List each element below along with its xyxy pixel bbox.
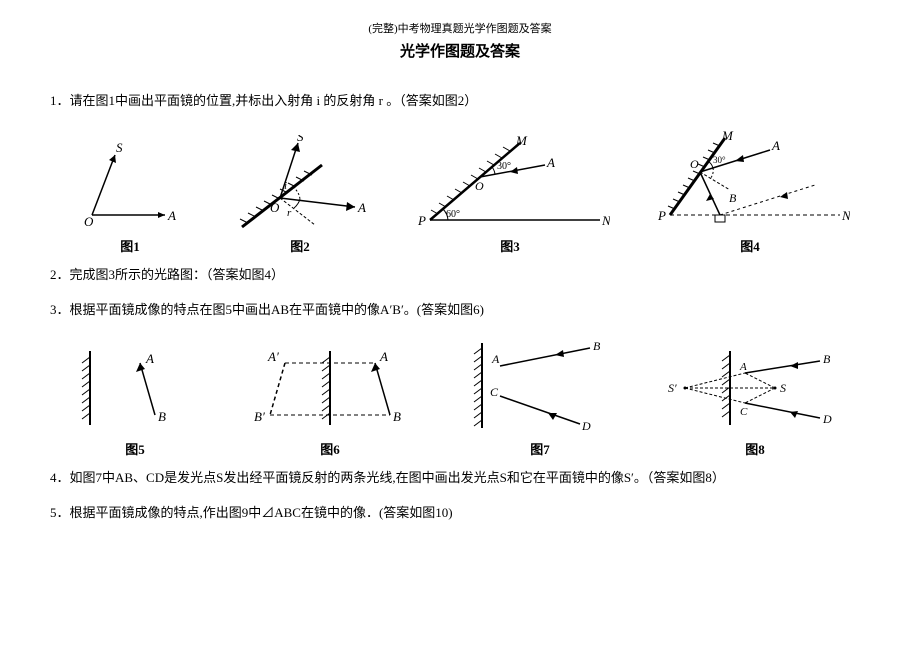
figure-2-svg: S O A i r <box>230 135 370 230</box>
label-B: B <box>393 409 401 424</box>
label-A: A <box>546 155 555 170</box>
label-P: P <box>417 213 426 228</box>
figure-1-label: 图1 <box>120 236 140 255</box>
label-i: i <box>284 180 287 192</box>
label-B: B <box>158 409 166 424</box>
question-5: 5．根据平面镜成像的特点,作出图9中⊿ABC在镜中的像．(答案如图10) <box>50 503 870 524</box>
label-Bp: B′ <box>254 409 265 424</box>
label-60: 60° <box>446 209 460 220</box>
figure-3-svg: M A O P N 30° 60° <box>410 135 610 230</box>
label-A: A <box>379 349 388 364</box>
label-A: A <box>491 352 500 366</box>
figures-row-1: S O A 图1 S <box>50 130 870 255</box>
label-O: O <box>690 157 699 171</box>
label-O: O <box>270 200 280 215</box>
question-3: 3．根据平面镜成像的特点在图5中画出AB在平面镜中的像A′B′。(答案如图6) <box>50 300 870 321</box>
label-O: O <box>84 214 94 229</box>
figure-2-label: 图2 <box>290 236 310 255</box>
figure-6: A B A′ B′ 图6 <box>240 343 420 458</box>
figure-4-svg: M A O B P N 30° <box>650 130 850 230</box>
figure-3: M A O P N 30° 60° 图3 <box>410 135 610 255</box>
label-C: C <box>740 406 748 418</box>
figure-8-svg: A B C D S S′ <box>660 343 850 433</box>
label-30: 30° <box>497 161 511 172</box>
label-B: B <box>729 191 737 205</box>
figure-7-svg: A B C D <box>460 338 620 433</box>
figure-5: A B 图5 <box>70 343 200 458</box>
figure-7: A B C D 图7 <box>460 338 620 458</box>
label-A: A <box>167 208 176 223</box>
label-S: S <box>297 135 304 144</box>
figure-4-label: 图4 <box>740 236 760 255</box>
label-S: S <box>116 140 123 155</box>
label-N: N <box>841 208 850 223</box>
figure-6-label: 图6 <box>320 439 340 458</box>
label-D: D <box>822 412 832 426</box>
label-M: M <box>721 130 734 143</box>
figure-4: M A O B P N 30° 图4 <box>650 130 850 255</box>
label-A: A <box>771 138 780 153</box>
question-4: 4．如图7中AB、CD是发光点S发出经平面镜反射的两条光线,在图中画出发光点S和… <box>50 468 870 489</box>
label-A: A <box>739 361 747 373</box>
label-B: B <box>823 352 831 366</box>
figure-1: S O A 图1 <box>70 140 190 255</box>
label-r: r <box>287 207 292 219</box>
header-small: (完整)中考物理真题光学作图题及答案 <box>50 20 870 36</box>
label-C: C <box>490 385 499 399</box>
label-S: S <box>780 381 786 395</box>
label-A: A <box>357 200 366 215</box>
question-2: 2．完成图3所示的光路图：（答案如图4） <box>50 265 870 286</box>
figure-7-label: 图7 <box>530 439 550 458</box>
figure-8: A B C D S S′ 图8 <box>660 343 850 458</box>
figure-5-svg: A B <box>70 343 200 433</box>
figure-2: S O A i r 图2 <box>230 135 370 255</box>
label-O: O <box>475 179 484 193</box>
figure-6-svg: A B A′ B′ <box>240 343 420 433</box>
label-Sp: S′ <box>668 381 677 395</box>
header-main: 光学作图题及答案 <box>50 40 870 61</box>
label-B: B <box>593 339 601 353</box>
figure-1-svg: S O A <box>70 140 190 230</box>
label-30: 30° <box>713 155 726 165</box>
label-M: M <box>515 135 528 148</box>
label-Ap: A′ <box>267 349 279 364</box>
label-D: D <box>581 419 591 433</box>
question-1: 1．请在图1中画出平面镜的位置,并标出入射角 i 的反射角 r 。（答案如图2） <box>50 91 870 112</box>
figures-row-2: A B 图5 A B A′ <box>50 338 870 458</box>
label-A: A <box>145 351 154 366</box>
label-P: P <box>657 208 666 223</box>
figure-3-label: 图3 <box>500 236 520 255</box>
figure-8-label: 图8 <box>745 439 765 458</box>
label-N: N <box>601 213 610 228</box>
figure-5-label: 图5 <box>125 439 145 458</box>
